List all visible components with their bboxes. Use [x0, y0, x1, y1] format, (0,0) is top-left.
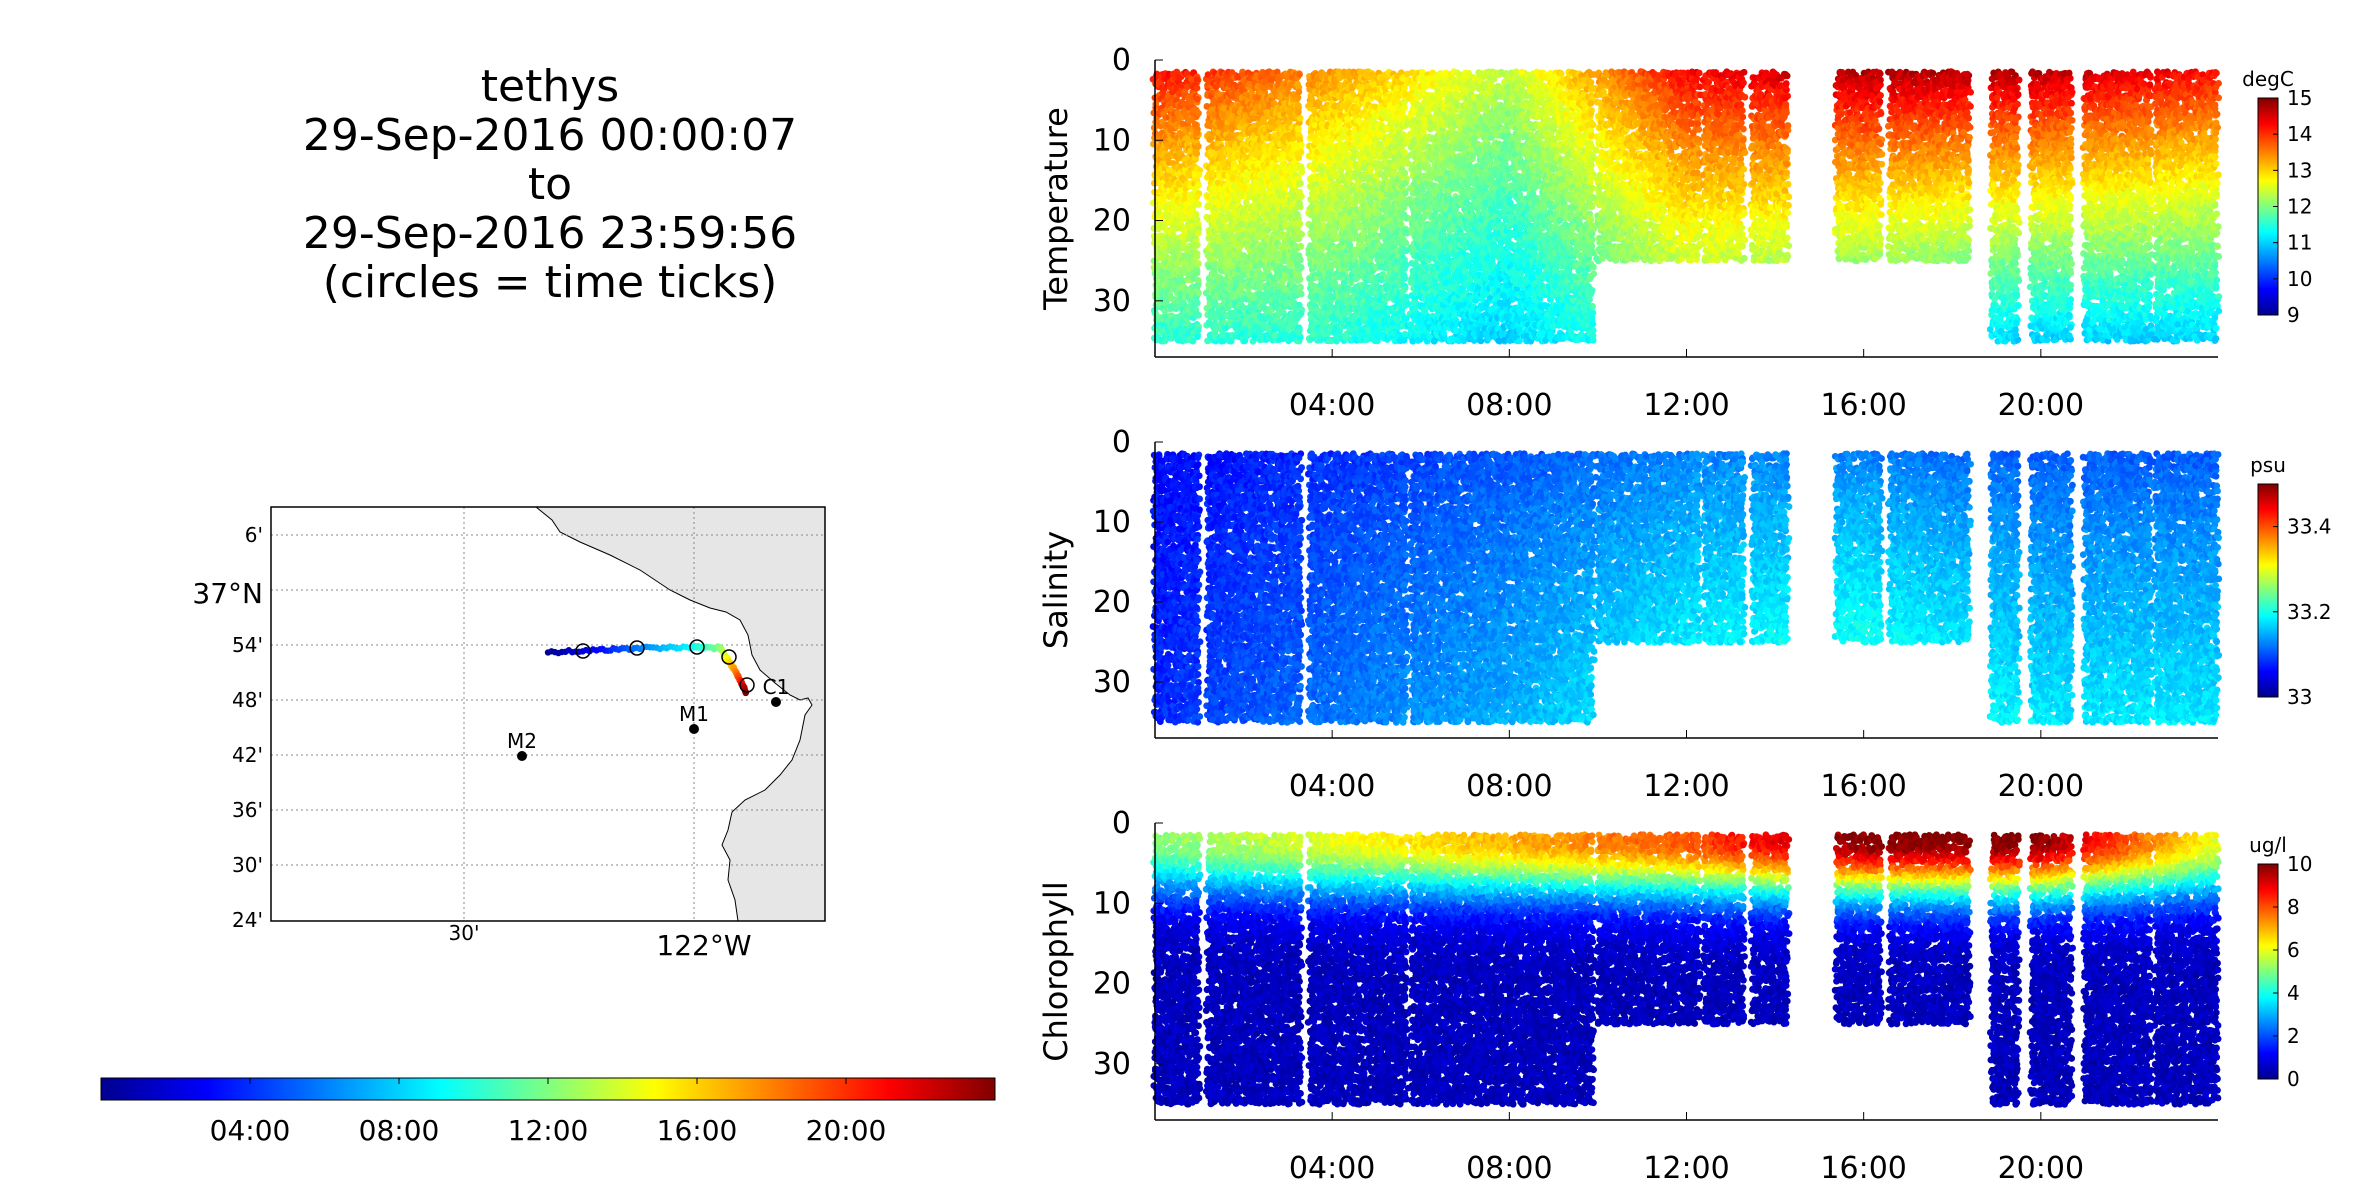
map-lon-labels: 30' 122°W: [449, 921, 752, 962]
lat-tick-30: 30': [232, 853, 263, 877]
lon-tick-30: 30': [449, 921, 480, 945]
location-map: 6' 37°N 54' 48' 42' 36' 30' 24' 30' 122°…: [192, 507, 825, 962]
time-colorbar: 04:00 08:00 12:00 16:00 20:00: [101, 1078, 995, 1147]
time-colorbar-tick-label: 12:00: [508, 1114, 589, 1147]
map-lat-labels: 6' 37°N 54' 48' 42' 36' 30' 24': [192, 523, 263, 932]
lat-tick-42: 42': [232, 743, 263, 767]
time-colorbar-tick-label: 20:00: [806, 1114, 887, 1147]
lat-tick-24: 24': [232, 908, 263, 932]
time-colorbar-tick-label: 16:00: [657, 1114, 738, 1147]
temperature-data-points: [1150, 68, 2223, 344]
lat-tick-48: 48': [232, 688, 263, 712]
lat-tick-36: 36': [232, 798, 263, 822]
lat-tick-37n: 37°N: [192, 577, 263, 610]
lat-tick-6: 6': [245, 523, 263, 547]
lat-tick-54: 54': [232, 633, 263, 657]
lon-tick-122w: 122°W: [656, 929, 751, 962]
time-colorbar-tick-label: 04:00: [210, 1114, 291, 1147]
time-colorbar-tick-label: 08:00: [359, 1114, 440, 1147]
figure-canvas: 6' 37°N 54' 48' 42' 36' 30' 24' 30' 122°…: [0, 0, 2362, 1181]
